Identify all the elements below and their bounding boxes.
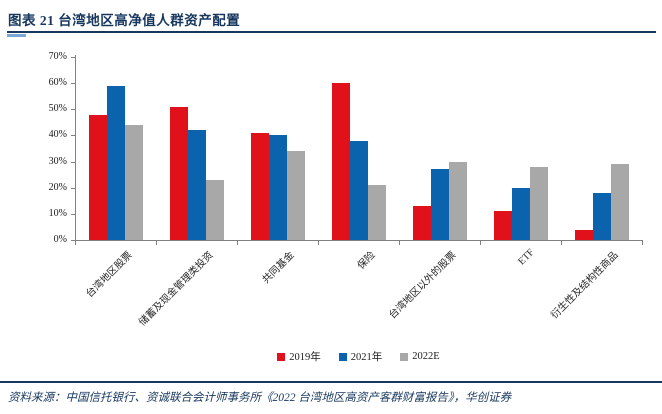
bar-2021年-台湾地区以外的股票	[430, 169, 449, 240]
bar-2022E-台湾地区股票	[124, 125, 143, 240]
bar-2019年-共同基金	[250, 132, 269, 240]
x-axis-tick	[642, 240, 643, 245]
bar-2021年-共同基金	[268, 135, 287, 240]
bar-2022E-共同基金	[286, 151, 305, 240]
x-axis	[71, 240, 643, 241]
x-axis-tick	[75, 240, 76, 245]
y-axis-tick-label: 10%	[48, 207, 67, 219]
x-axis-tick	[561, 240, 562, 245]
y-axis-tick-label: 20%	[48, 181, 67, 193]
x-axis-label: 共同基金	[260, 249, 297, 286]
x-axis-label: ETF	[515, 247, 537, 268]
source-note: 资料来源：中国信托银行、资诚联合会计师事务所《2022 台湾地区高资产客群财富报…	[8, 392, 512, 404]
bar-2022E-台湾地区以外的股票	[448, 161, 467, 240]
figure-title: 图表 21 台湾地区高净值人群资产配置	[8, 13, 241, 28]
legend-item: 2021年	[338, 349, 383, 364]
x-axis-tick	[480, 240, 481, 245]
title-underline	[7, 31, 656, 33]
bar-2022E-衍生性及结构性商品	[610, 164, 629, 240]
y-axis-tick-label: 50%	[48, 103, 67, 115]
legend-label: 2021年	[350, 352, 383, 363]
y-axis-tick	[71, 213, 75, 215]
x-axis-label: 储蓄及现金管理类投资	[136, 249, 216, 329]
bar-2022E-ETF	[529, 166, 548, 240]
x-axis-tick	[156, 240, 157, 245]
legend-label: 2022E	[412, 351, 440, 362]
y-axis	[75, 55, 76, 241]
y-axis-tick	[71, 135, 75, 137]
title-underline-accent	[7, 34, 26, 37]
bar-2019年-ETF	[493, 211, 512, 240]
bar-2022E-储蓄及现金管理类投资	[205, 179, 224, 240]
bar-2019年-台湾地区以外的股票	[412, 206, 431, 240]
y-axis-tick	[71, 161, 75, 163]
legend-label: 2019年	[289, 352, 321, 363]
x-axis-label: 衍生性及结构性商品	[548, 249, 621, 322]
y-axis-tick-label: 40%	[48, 129, 67, 141]
legend-item: 2019年	[277, 349, 321, 364]
footer-rule	[0, 381, 662, 383]
bar-2019年-台湾地区股票	[88, 114, 107, 240]
chart-legend: 2019年 2021年 2022E	[75, 349, 642, 364]
y-axis-tick	[71, 57, 75, 58]
y-axis-tick-label: 0%	[53, 234, 67, 245]
y-axis-tick-label: 60%	[48, 77, 67, 89]
x-axis-tick	[399, 240, 400, 245]
x-axis-label: 台湾地区以外的股票	[386, 249, 459, 322]
bar-2021年-储蓄及现金管理类投资	[187, 130, 206, 240]
bar-2021年-衍生性及结构性商品	[592, 192, 611, 240]
legend-swatch-icon	[277, 352, 286, 361]
y-axis-tick-label: 30%	[48, 155, 67, 167]
bar-2021年-台湾地区股票	[106, 85, 125, 240]
x-axis-tick	[318, 240, 319, 245]
y-axis-tick	[71, 187, 75, 189]
legend-swatch-icon	[338, 352, 347, 361]
legend-item: 2022E	[400, 351, 440, 362]
y-axis-tick	[71, 240, 75, 241]
y-axis-tick	[71, 83, 75, 85]
bar-2021年-ETF	[511, 187, 530, 240]
bar-2019年-储蓄及现金管理类投资	[169, 106, 188, 240]
legend-swatch-icon	[400, 352, 409, 361]
y-axis-tick	[71, 109, 75, 111]
bar-2021年-保险	[349, 140, 368, 240]
y-axis-tick-label: 70%	[48, 51, 67, 62]
bar-2022E-保险	[367, 185, 386, 240]
x-axis-label: 保险	[355, 249, 378, 272]
bar-2019年-保险	[331, 83, 350, 240]
x-axis-label: 台湾地区股票	[83, 249, 135, 301]
x-axis-tick	[237, 240, 238, 245]
bar-2019年-衍生性及结构性商品	[574, 229, 593, 240]
